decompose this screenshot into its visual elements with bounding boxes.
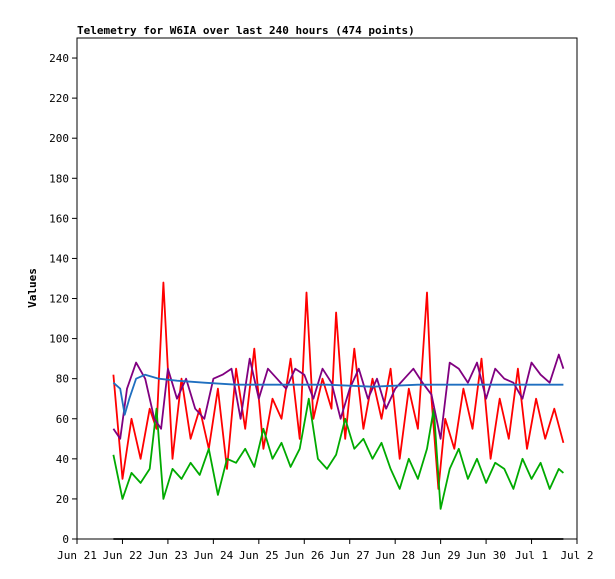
y-tick-label: 40 — [56, 453, 69, 466]
x-tick-label: Jun 28 — [375, 549, 415, 562]
plot-frame — [76, 37, 578, 540]
x-tick-label: Jun 25 — [239, 549, 279, 562]
y-tick-label: 80 — [56, 373, 69, 386]
x-tick-label: Jun 29 — [421, 549, 461, 562]
y-axis: 0 20 40 60 80 100 120 140 160 180 200 220 240 — [49, 52, 77, 546]
y-tick-label: 200 — [49, 132, 69, 145]
y-tick-label: 180 — [49, 172, 69, 185]
y-axis-label: Values — [26, 268, 39, 308]
y-tick-label: 20 — [56, 493, 69, 506]
x-tick-label: Jun 30 — [466, 549, 506, 562]
y-tick-label: 0 — [62, 533, 69, 546]
chart-title: Telemetry for W6IA over last 240 hours (… — [77, 24, 415, 37]
y-tick-label: 60 — [56, 413, 69, 426]
series-line-4 — [112, 373, 564, 416]
y-tick-label: 100 — [49, 333, 69, 346]
series-line-2 — [112, 397, 564, 510]
series-line-3 — [112, 353, 565, 440]
y-tick-label: 240 — [49, 52, 69, 65]
x-tick-label: Jun 26 — [284, 549, 324, 562]
x-tick-label: Jun 27 — [330, 549, 370, 562]
series-lines — [112, 281, 565, 540]
x-tick-label: Jul 2 — [560, 549, 593, 562]
x-axis: Jun 21 Jun 22 Jun 23 Jun 24 Jun 25 Jun 26 Jun … — [57, 539, 594, 562]
x-tick-label: Jun 24 — [193, 549, 233, 562]
y-tick-label: 120 — [49, 293, 69, 306]
x-tick-label: Jun 21 — [57, 549, 97, 562]
y-tick-label: 160 — [49, 212, 69, 225]
y-tick-label: 140 — [49, 252, 69, 265]
y-tick-label: 220 — [49, 92, 69, 105]
x-tick-label: Jul 1 — [515, 549, 548, 562]
x-tick-label: Jun 23 — [148, 549, 188, 562]
x-tick-label: Jun 22 — [103, 549, 143, 562]
